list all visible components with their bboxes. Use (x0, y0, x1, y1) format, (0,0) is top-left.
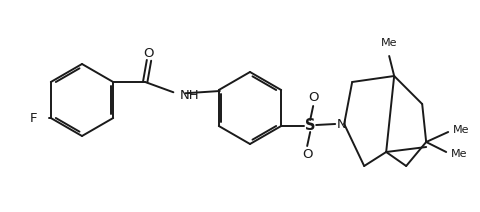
Text: S: S (305, 119, 315, 134)
Text: F: F (29, 112, 37, 124)
Text: O: O (308, 91, 318, 103)
Text: Me: Me (453, 125, 469, 135)
Text: O: O (144, 47, 154, 60)
Text: Me: Me (451, 149, 468, 159)
Text: Me: Me (381, 38, 397, 48)
Text: NH: NH (180, 89, 199, 102)
Text: O: O (302, 148, 312, 162)
Text: N: N (336, 117, 346, 131)
